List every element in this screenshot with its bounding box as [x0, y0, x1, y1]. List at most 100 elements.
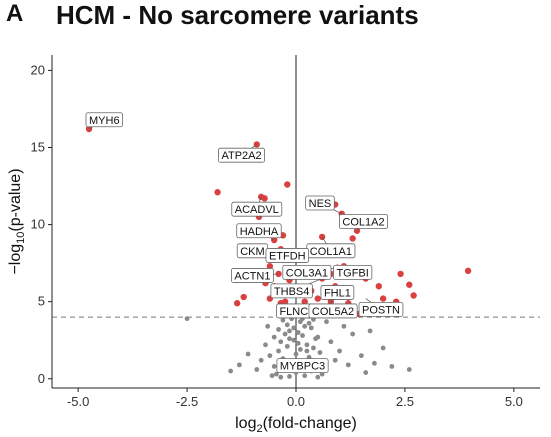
- nonsignificant-point: [273, 371, 279, 377]
- x-tick-label: -5.0: [67, 394, 89, 409]
- nonsignificant-point: [295, 330, 301, 335]
- significant-point: [301, 298, 308, 305]
- nonsignificant-point: [345, 362, 351, 368]
- gene-label: ACTN1: [230, 268, 274, 283]
- gene-label-text: FLNC: [279, 306, 308, 318]
- nonsignificant-point: [245, 351, 251, 357]
- nonsignificant-point: [271, 334, 277, 340]
- gene-label-text: COL5A2: [312, 306, 354, 318]
- nonsignificant-point: [269, 373, 275, 379]
- nonsignificant-point: [284, 322, 290, 328]
- nonsignificant-point: [315, 334, 321, 340]
- gene-label-text: HADHA: [240, 226, 279, 238]
- nonsignificant-point: [341, 323, 347, 329]
- gene-label-box: [230, 268, 274, 283]
- nonsignificant-point: [302, 323, 308, 329]
- y-tick-label: 15: [31, 140, 45, 155]
- y-tick-label: 0: [38, 371, 45, 386]
- gene-label: MYBPC3: [276, 358, 329, 374]
- nonsignificant-point: [265, 323, 271, 329]
- x-axis-title: log2(fold-change): [235, 415, 357, 435]
- nonsignificant-point: [308, 325, 314, 331]
- nonsignificant-point: [304, 342, 310, 348]
- nonsignificant-point: [278, 339, 284, 345]
- gene-label-box: [282, 264, 332, 280]
- significant-point: [284, 181, 291, 188]
- nonsignificant-point: [228, 368, 234, 374]
- gene-label-text: POSTN: [362, 304, 400, 316]
- gene-label-box: [339, 214, 389, 229]
- gene-label-text: CKM: [240, 246, 264, 258]
- nonsignificant-point: [280, 317, 286, 323]
- gene-labels: MYH6 ATP2A2 ACADVL NES COL1A2 HADHA COL1A1 CKM E…: [85, 112, 404, 374]
- nonsignificant-point: [367, 328, 373, 334]
- gene-label-text: ATP2A2: [221, 150, 261, 162]
- nonsignificant-point: [267, 353, 273, 359]
- significant-point: [314, 295, 321, 302]
- significant-point: [410, 292, 417, 299]
- gene-label: MYH6: [85, 112, 123, 128]
- gene-label-text: COL1A2: [342, 217, 384, 229]
- nonsignificant-point: [293, 351, 299, 357]
- gene-label-text: ETFDH: [269, 250, 306, 262]
- nonsignificant-point: [284, 343, 290, 349]
- gene-label-text: COL1A1: [310, 246, 352, 258]
- nonsignificant-point: [291, 325, 297, 331]
- nonsignificant-point: [287, 374, 292, 379]
- gene-label-text: THBS4: [274, 286, 309, 298]
- nonsignificant-point: [295, 340, 301, 346]
- gene-label-box: [320, 285, 355, 300]
- nonsignificant-point: [236, 362, 242, 368]
- gene-label-text: NES: [309, 198, 332, 210]
- nonsignificant-point: [302, 373, 308, 379]
- gene-label-box: [308, 303, 358, 319]
- nonsignificant-point: [263, 342, 268, 348]
- y-tick-label: 5: [38, 294, 45, 309]
- gene-label-box: [270, 283, 313, 299]
- x-tick-label: 5.0: [505, 394, 523, 409]
- nonsignificant-point: [304, 348, 310, 354]
- nonsignificant-point: [332, 357, 338, 363]
- significant-point: [266, 263, 274, 270]
- x-axis-title-sub: 2: [256, 423, 262, 435]
- gene-label: COL5A2: [308, 303, 358, 319]
- gene-label-box: [236, 223, 282, 239]
- nonsignificant-point: [317, 350, 323, 355]
- significant-point: [261, 195, 268, 202]
- significant-point: [214, 189, 221, 196]
- nonsignificant-point: [300, 333, 305, 338]
- gene-label: THBS4: [270, 283, 313, 299]
- nonsignificant-point: [297, 347, 303, 352]
- nonsignificant-point: [328, 339, 334, 345]
- significant-point: [233, 300, 241, 307]
- significant-point: [318, 233, 326, 241]
- gene-label-box: [231, 201, 283, 217]
- gene-label-text: TGFBI: [336, 267, 368, 279]
- gene-label: FHL1: [320, 285, 355, 300]
- x-tick-label: 0.0: [287, 394, 305, 409]
- nonsignificant-point: [380, 345, 386, 351]
- gene-label: NES: [305, 195, 335, 211]
- nonsignificant-point: [287, 336, 292, 342]
- significant-point: [240, 293, 247, 301]
- nonsignificant-point: [306, 320, 312, 326]
- gene-label: COL1A2: [339, 214, 389, 229]
- nonsignificant-point: [372, 360, 377, 366]
- gene-label: CKM: [236, 243, 269, 259]
- gene-label: ATP2A2: [218, 147, 266, 163]
- x-tick-label: 2.5: [396, 394, 414, 409]
- y-axis-title: −log10(p-value): [7, 168, 27, 274]
- nonsignificant-point: [184, 316, 190, 322]
- nonsignificant-point: [282, 331, 288, 337]
- nonsignificant-point: [406, 367, 412, 372]
- nonsignificant-point: [315, 374, 321, 380]
- gene-label-text: ACTN1: [234, 270, 270, 282]
- nonsignificant-point: [271, 364, 277, 369]
- nonsignificant-point: [287, 328, 292, 334]
- gene-label-text: FHL1: [324, 287, 351, 299]
- x-axis-title-main: log: [235, 415, 256, 432]
- nonsignificant-point: [276, 348, 281, 354]
- y-axis-title-sub: 10: [15, 232, 27, 244]
- nonsignificant-point: [254, 367, 260, 372]
- gene-label-text: COL3A1: [286, 267, 328, 279]
